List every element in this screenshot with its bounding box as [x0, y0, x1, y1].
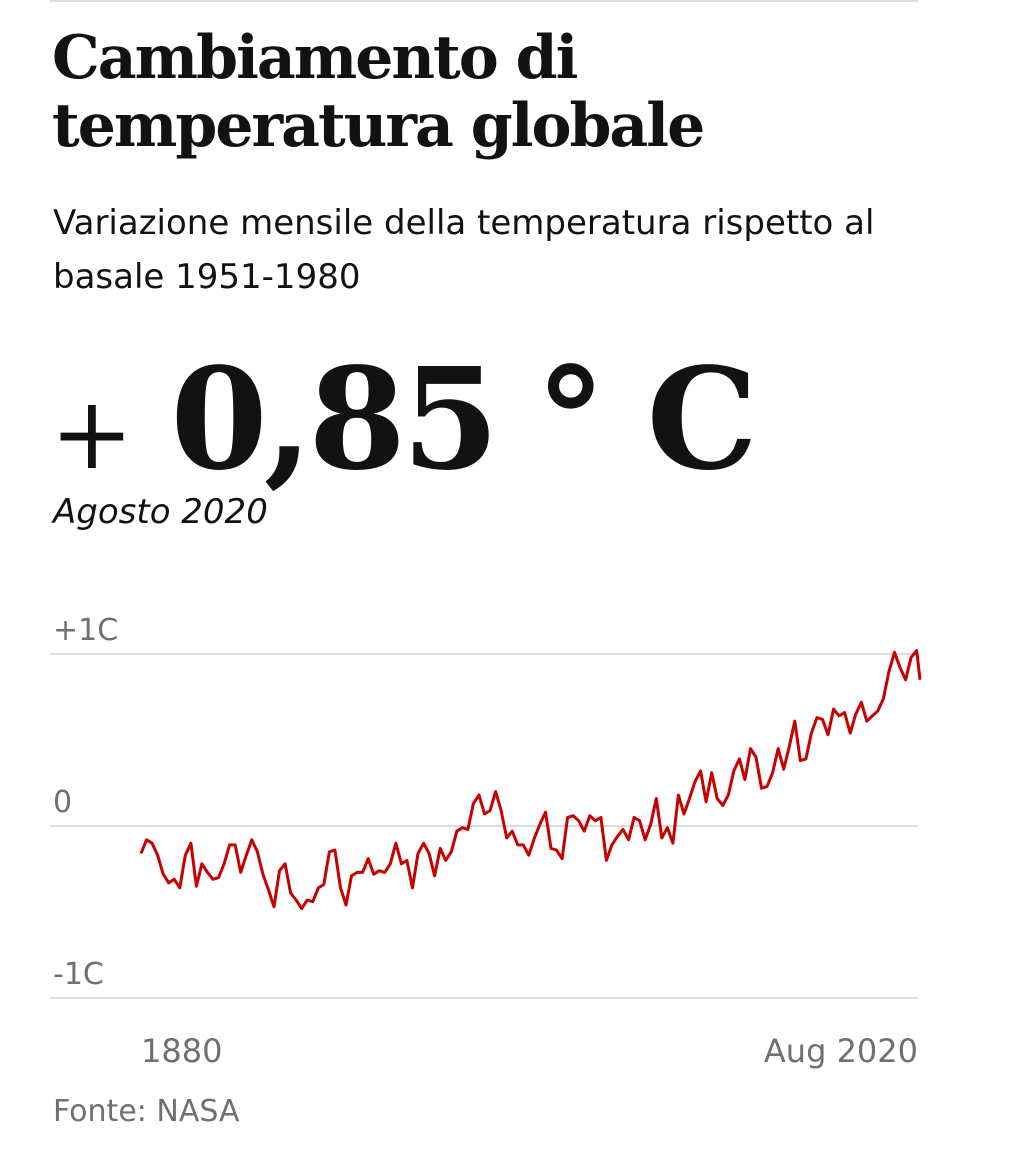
top-rule — [50, 0, 918, 2]
headline-value: + 0,85 ° C — [50, 335, 758, 519]
chart-subtitle: Variazione mensile della temperatura ris… — [53, 203, 875, 297]
source-note: Fonte: NASA — [53, 1094, 240, 1129]
y-tick-label: +1C — [53, 613, 118, 648]
x-tick-label: 1880 — [141, 1032, 222, 1070]
headline-number: 0,85 — [170, 338, 499, 502]
headline-sign: + — [50, 375, 134, 492]
headline-period: Agosto 2020 — [53, 492, 268, 532]
chart-title: Cambiamento di temperatura globale — [52, 23, 705, 161]
y-tick-label: -1C — [53, 957, 104, 992]
y-tick-label: 0 — [53, 785, 72, 820]
x-tick-label: Aug 2020 — [764, 1032, 918, 1070]
headline-unit: ° C — [535, 338, 758, 502]
series-line — [139, 649, 922, 911]
